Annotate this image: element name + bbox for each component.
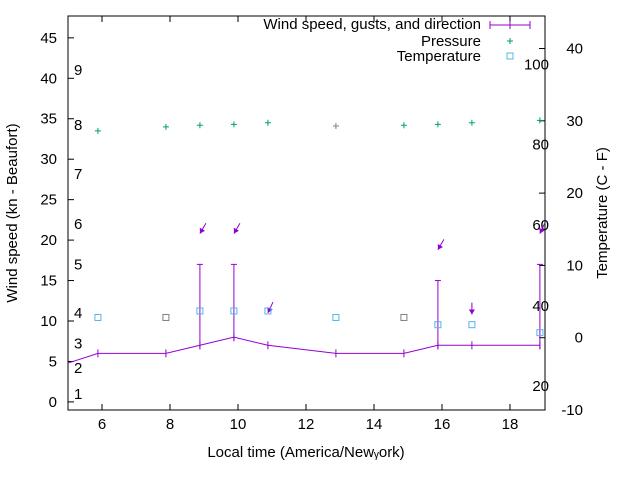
y2-axis-label: Temperature (C - F)	[594, 147, 611, 279]
pressure-point	[332, 123, 339, 130]
temperature-point	[94, 313, 102, 321]
wind-direction-arrow	[437, 239, 445, 251]
beaufort-label: 7	[74, 166, 82, 183]
y2-tick-label: 0	[575, 330, 583, 347]
fahrenheit-label: 60	[532, 217, 549, 234]
fahrenheit-label: 40	[532, 298, 549, 315]
pressure-point	[468, 119, 475, 126]
y2-tick-label: 10	[566, 257, 583, 274]
y-tick-label: 15	[40, 273, 57, 290]
temperature-point	[434, 321, 442, 329]
temperature-point	[468, 321, 476, 329]
pressure-point	[536, 117, 543, 124]
legend: Wind speed, gusts, and direction Pressur…	[263, 16, 531, 65]
beaufort-label: 6	[74, 216, 82, 233]
y2-tick-label: -10	[561, 402, 583, 419]
temperature-point	[400, 313, 408, 321]
y2-tick-label: 20	[566, 185, 583, 202]
y-tick-label: 10	[40, 313, 57, 330]
legend-temperature-label: Temperature	[397, 48, 481, 65]
pressure-point	[264, 119, 271, 126]
y-axis-label: Wind speed (kn - Beaufort)	[4, 123, 21, 302]
wind-direction-arrow	[539, 222, 546, 234]
legend-temperature-key	[506, 52, 514, 60]
y-tick-label: 40	[40, 70, 57, 87]
beaufort-label: 2	[74, 360, 82, 377]
x-tick-label: 18	[502, 416, 519, 433]
y-tick-label: 35	[40, 111, 57, 128]
fahrenheit-label: 80	[532, 137, 549, 154]
wind-direction-arrow	[233, 222, 241, 234]
beaufort-label: 3	[74, 336, 82, 353]
temperature-point	[230, 307, 238, 315]
wind-direction-arrow	[468, 302, 475, 315]
temperature-point	[196, 307, 204, 315]
beaufort-label: 9	[74, 62, 82, 79]
pressure-point	[162, 123, 169, 130]
y-tick-label: 25	[40, 192, 57, 209]
y-tick-label: 5	[49, 353, 57, 370]
beaufort-label: 1	[74, 386, 82, 403]
wind-direction-arrow	[199, 222, 207, 234]
y-tick-label: 0	[49, 394, 57, 411]
pressure-point	[434, 121, 441, 128]
x-tick-label: 6	[98, 416, 106, 433]
temperature-point	[332, 313, 340, 321]
x-tick-label: 14	[366, 416, 383, 433]
temperature-point	[162, 313, 170, 321]
legend-wind-key	[489, 21, 531, 29]
fahrenheit-label: 20	[532, 378, 549, 395]
beaufort-label: 5	[74, 256, 82, 273]
wind-speed-line	[67, 336, 540, 364]
temperature-point	[536, 329, 544, 337]
beaufort-label: 8	[74, 117, 82, 134]
pressure-point	[400, 122, 407, 129]
y2-tick-label: 30	[566, 113, 583, 130]
x-tick-label: 10	[230, 416, 247, 433]
plot-frame	[67, 15, 546, 411]
x-tick-label: 16	[434, 416, 451, 433]
temperature-point	[264, 307, 272, 315]
fahrenheit-label: 100	[524, 56, 549, 73]
y-tick-label: 20	[40, 232, 57, 249]
x-axis-label: Local time (America/Newᵧork)	[207, 444, 404, 461]
pressure-point	[196, 122, 203, 129]
beaufort-label: 4	[74, 305, 82, 322]
x-tick-label: 8	[166, 416, 174, 433]
legend-wind-label: Wind speed, gusts, and direction	[263, 16, 481, 33]
x-tick-label: 12	[298, 416, 315, 433]
legend-pressure-label: Pressure	[421, 33, 481, 50]
pressure-point	[94, 127, 101, 134]
y-tick-label: 30	[40, 151, 57, 168]
legend-pressure-key	[507, 38, 513, 44]
y-tick-label: 45	[40, 30, 57, 47]
y2-tick-label: 40	[566, 41, 583, 58]
pressure-point	[230, 121, 237, 128]
